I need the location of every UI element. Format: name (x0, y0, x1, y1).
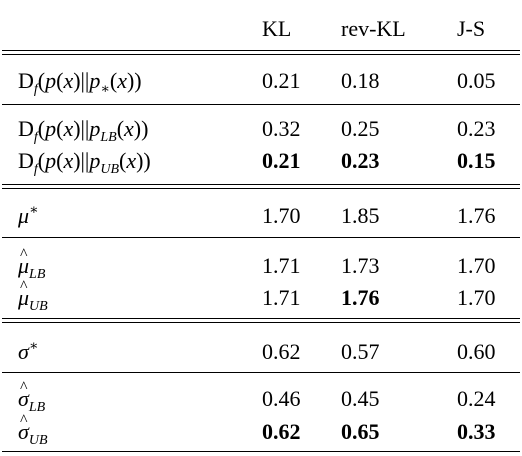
cell-df-pub-kl: 0.21 (262, 148, 301, 173)
cell-mu-star-js: 1.76 (457, 203, 496, 228)
cell-mu-ub-revkl: 1.76 (341, 285, 380, 310)
label-sigma-ub: σUB (18, 410, 48, 448)
rule-2a (2, 184, 520, 185)
cell-df-pstar-revkl: 0.18 (341, 68, 380, 93)
cell-mu-lb-js: 1.70 (457, 253, 496, 278)
rule-3 (2, 237, 520, 238)
cell-df-plb-revkl: 0.25 (341, 116, 380, 141)
cell-sigma-lb-js: 0.24 (457, 386, 496, 411)
cell-mu-star-revkl: 1.85 (341, 203, 380, 228)
label-df-plb: Df(p(x)||pLB(x)) (18, 116, 149, 145)
cell-sigma-ub-revkl: 0.65 (341, 419, 380, 444)
cell-sigma-lb-kl: 0.46 (262, 386, 301, 411)
cell-sigma-star-js: 0.60 (457, 339, 496, 364)
rule-5 (2, 372, 520, 373)
cell-mu-star-kl: 1.70 (262, 203, 301, 228)
cell-df-plb-js: 0.23 (457, 116, 496, 141)
label-mu-star: μ∗ (18, 203, 39, 228)
rule-1 (2, 104, 520, 105)
rule-header-bottom (2, 54, 520, 55)
cell-mu-ub-kl: 1.71 (262, 285, 301, 310)
cell-df-plb-kl: 0.32 (262, 116, 301, 141)
rule-4b (2, 322, 520, 323)
label-mu-ub: μUB (18, 276, 48, 314)
cell-sigma-lb-revkl: 0.45 (341, 386, 380, 411)
rule-2b (2, 188, 520, 189)
cell-mu-ub-js: 1.70 (457, 285, 496, 310)
cell-df-pstar-kl: 0.21 (262, 68, 301, 93)
cell-df-pub-js: 0.15 (457, 148, 496, 173)
rule-bottom (2, 451, 520, 452)
cell-mu-lb-revkl: 1.73 (341, 253, 380, 278)
cell-sigma-star-revkl: 0.57 (341, 339, 380, 364)
cell-df-pstar-js: 0.05 (457, 68, 496, 93)
cell-sigma-ub-kl: 0.62 (262, 419, 301, 444)
header-kl: KL (262, 16, 292, 41)
cell-sigma-ub-js: 0.33 (457, 419, 496, 444)
rule-header-top (2, 50, 520, 51)
cell-df-pub-revkl: 0.23 (341, 148, 380, 173)
header-js: J-S (457, 16, 486, 41)
label-sigma-star: σ∗ (18, 339, 39, 364)
label-df-pstar: Df(p(x)||p∗(x)) (18, 68, 142, 97)
header-rev-kl: rev-KL (341, 16, 406, 41)
label-mu-lb: μLB (18, 244, 45, 282)
label-df-pub: Df(p(x)||pUB(x)) (18, 148, 151, 177)
cell-sigma-star-kl: 0.62 (262, 339, 301, 364)
label-sigma-lb: σLB (18, 377, 45, 415)
cell-mu-lb-kl: 1.71 (262, 253, 301, 278)
rule-4a (2, 318, 520, 319)
